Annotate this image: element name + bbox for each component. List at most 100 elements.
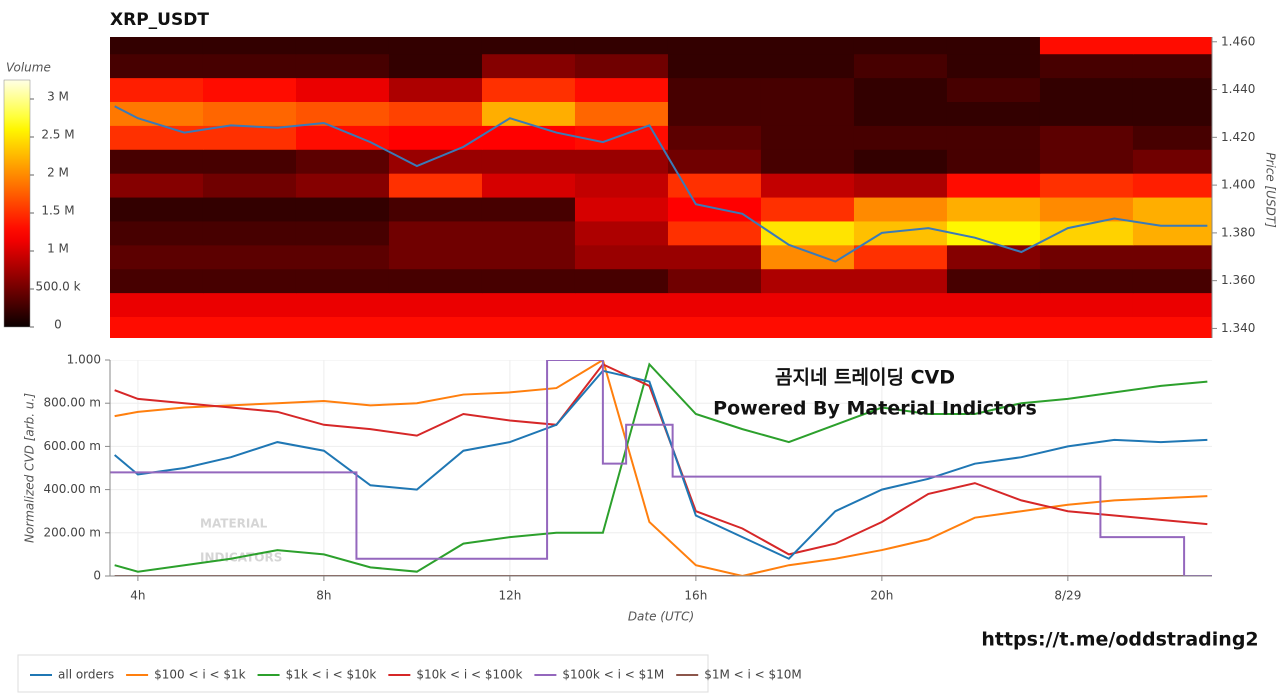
heat-cell <box>1039 244 1134 270</box>
heat-cell <box>574 316 669 338</box>
heat-cell <box>202 53 297 79</box>
heat-cell <box>110 125 204 150</box>
heat-cell <box>946 37 1041 55</box>
heat-cell <box>853 244 948 270</box>
colorbar-tick-label: 1 M <box>47 242 69 256</box>
heat-cell <box>1132 101 1212 126</box>
heat-cell <box>202 149 297 174</box>
heat-cell <box>574 77 669 102</box>
heat-cell <box>388 125 483 150</box>
heat-cell <box>110 316 204 338</box>
heat-cell <box>1039 197 1134 222</box>
x-axis-label: Date (UTC) <box>628 610 694 624</box>
heat-cell <box>202 292 297 317</box>
heat-cell <box>202 37 297 55</box>
heat-cell <box>667 149 762 174</box>
y-tick-label: 1.380 <box>1221 225 1255 239</box>
chart-title: XRP_USDT <box>110 10 209 30</box>
heat-cell <box>481 197 576 222</box>
y-tick-label: 1.460 <box>1221 34 1255 48</box>
y-tick-label: 1.400 <box>1221 178 1255 192</box>
heat-cell <box>202 101 297 126</box>
heat-cell <box>110 77 204 102</box>
heat-cell <box>295 220 390 246</box>
heat-cell <box>110 220 204 246</box>
y-tick-label: 800.00 m <box>44 396 102 410</box>
heat-cell <box>110 53 204 79</box>
heat-cell <box>667 77 762 102</box>
series-line <box>110 360 1212 576</box>
heat-cell <box>853 268 948 294</box>
heat-cell <box>481 53 576 79</box>
heat-cell <box>574 197 669 222</box>
heat-cell <box>760 37 855 55</box>
heat-cell <box>946 292 1041 317</box>
y-tick-label: 600.00 m <box>44 439 102 453</box>
y-tick-label: 1.360 <box>1221 273 1255 287</box>
heat-cell <box>760 125 855 150</box>
heat-cell <box>295 149 390 174</box>
heat-cell <box>295 316 390 338</box>
heat-cell <box>295 37 390 55</box>
heat-cell <box>388 316 483 338</box>
heat-cell <box>295 268 390 294</box>
colorbar-tick-label: 1.5 M <box>41 204 74 218</box>
legend-label: $100 < i < $1k <box>154 668 246 682</box>
legend-label: $100k < i < $1M <box>562 668 664 682</box>
heat-cell <box>667 220 762 246</box>
colorbar-tick-label: 3 M <box>47 90 69 104</box>
heat-cell <box>1132 268 1212 294</box>
heat-cell <box>853 37 948 55</box>
legend-label: $1M < i < $10M <box>704 668 802 682</box>
heat-cell <box>574 37 669 55</box>
heat-cell <box>946 268 1041 294</box>
heat-cell <box>388 244 483 270</box>
heat-cell <box>388 149 483 174</box>
y-axis-label: Normalized CVD [arb. u.] <box>23 393 37 543</box>
heat-cell <box>667 316 762 338</box>
heat-cell <box>481 125 576 150</box>
y-tick-label: 1.340 <box>1221 321 1255 335</box>
heat-cell <box>110 268 204 294</box>
heat-cell <box>946 149 1041 174</box>
heat-cell <box>1039 53 1134 79</box>
heat-cell <box>853 197 948 222</box>
y-tick-label: 400.00 m <box>44 482 102 496</box>
heat-cell <box>667 53 762 79</box>
heat-cell <box>1132 173 1212 198</box>
series-line <box>114 362 1208 573</box>
heat-cell <box>388 53 483 79</box>
heat-cell <box>1132 77 1212 102</box>
heat-cell <box>110 244 204 270</box>
heat-cell <box>853 173 948 198</box>
heat-cell <box>481 77 576 102</box>
heat-cell <box>481 220 576 246</box>
annotation: https://t.me/oddstrading2 <box>981 629 1258 651</box>
heat-cell <box>1132 244 1212 270</box>
heat-cell <box>388 101 483 126</box>
heat-cell <box>295 292 390 317</box>
heat-cell <box>1039 268 1134 294</box>
heat-cell <box>853 292 948 317</box>
heat-cell <box>1132 292 1212 317</box>
y-tick-label: 200.00 m <box>44 525 102 539</box>
heat-cell <box>1039 77 1134 102</box>
x-tick-label: 12h <box>498 589 521 603</box>
colorbar-tick-label: 2 M <box>47 166 69 180</box>
heat-cell <box>202 244 297 270</box>
heat-cell <box>1039 173 1134 198</box>
heat-cell <box>853 125 948 150</box>
heat-cell <box>853 53 948 79</box>
heat-cell <box>667 101 762 126</box>
x-tick-label: 20h <box>870 589 893 603</box>
heat-cell <box>388 292 483 317</box>
heat-cell <box>388 77 483 102</box>
heat-cell <box>853 101 948 126</box>
heat-cell <box>760 268 855 294</box>
heat-cell <box>946 244 1041 270</box>
heat-cell <box>574 149 669 174</box>
heat-cell <box>667 125 762 150</box>
annotation: Powered By Material Indictors <box>713 398 1037 420</box>
heat-cell <box>481 149 576 174</box>
